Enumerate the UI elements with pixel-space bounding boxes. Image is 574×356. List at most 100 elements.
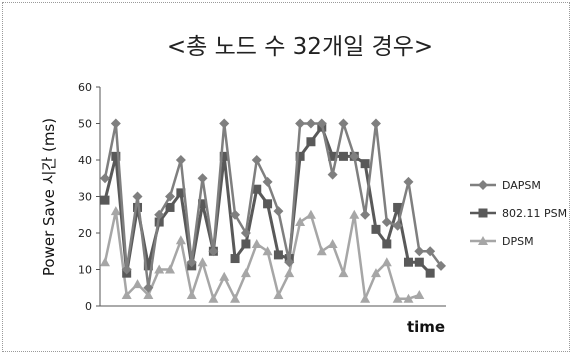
legend-label: DPSM (502, 235, 534, 248)
data-point (328, 151, 338, 161)
data-point (175, 155, 186, 165)
data-point (436, 260, 446, 271)
data-point (100, 195, 110, 205)
data-point (251, 155, 262, 165)
legend-marker (478, 208, 488, 218)
data-point (425, 246, 436, 257)
data-point (392, 220, 403, 231)
legend: DAPSM 802.11 PSM DPSM (470, 179, 567, 248)
x-axis-label: time (407, 318, 445, 336)
data-point (175, 235, 186, 245)
series-dpsm (100, 206, 425, 303)
data-point (165, 191, 176, 202)
data-point (305, 209, 316, 219)
data-point (360, 209, 371, 220)
data-point (327, 238, 338, 248)
data-point (295, 151, 305, 161)
legend-entry: DPSM (470, 235, 534, 248)
data-point (414, 290, 425, 300)
data-point (165, 264, 176, 274)
legend-label: DAPSM (502, 179, 541, 192)
series-line (103, 122, 443, 289)
data-point (176, 188, 186, 198)
data-point (381, 217, 392, 228)
data-point (197, 173, 208, 184)
y-tick-label: 30 (78, 191, 92, 204)
data-point (316, 246, 327, 256)
data-point (403, 257, 413, 267)
data-point (338, 151, 348, 161)
data-point (240, 268, 251, 278)
data-point (132, 279, 143, 289)
data-point (425, 268, 435, 278)
data-point (154, 209, 165, 220)
data-point (262, 176, 273, 187)
data-point (110, 206, 121, 216)
data-point (360, 159, 370, 169)
data-point (403, 176, 414, 187)
y-tick-label: 20 (78, 227, 92, 240)
data-point (370, 118, 381, 129)
data-point (252, 184, 262, 194)
data-point (100, 257, 110, 267)
data-point (241, 239, 251, 249)
data-point (121, 290, 132, 300)
data-point (154, 264, 165, 274)
data-point (143, 282, 154, 293)
data-point (208, 293, 219, 303)
data-point (403, 293, 414, 303)
legend-label: 802.11 PSM (502, 207, 567, 220)
data-point (186, 290, 197, 300)
data-point (349, 151, 360, 162)
data-point (240, 228, 251, 238)
y-tick-label: 60 (78, 81, 92, 94)
data-point (295, 217, 306, 227)
data-point (230, 209, 241, 220)
data-point (295, 118, 306, 129)
data-point (273, 290, 284, 300)
data-point (284, 257, 295, 268)
data-point (143, 290, 154, 300)
data-point (133, 202, 143, 212)
data-point (198, 199, 208, 209)
data-point (305, 118, 316, 129)
data-point (393, 202, 403, 212)
data-point (208, 246, 219, 257)
data-point (262, 246, 273, 256)
axes: 0 10 20 30 40 50 60 (78, 81, 446, 313)
data-point (263, 199, 273, 209)
data-point (306, 137, 316, 147)
data-point (392, 293, 403, 303)
data-point (230, 254, 240, 264)
data-point (273, 250, 283, 260)
data-point (284, 268, 295, 278)
chart-frame (2, 2, 570, 352)
data-point (219, 271, 230, 281)
legend-marker (478, 180, 488, 190)
y-axis-label: Power Save 시간 (ms) (40, 118, 58, 276)
data-point (273, 206, 284, 217)
data-point (132, 191, 143, 202)
data-point (219, 118, 230, 129)
series-layer (100, 118, 446, 303)
data-point (143, 261, 153, 271)
data-point (414, 257, 424, 267)
data-point (186, 257, 197, 268)
data-point (360, 293, 371, 303)
data-point (381, 257, 392, 267)
legend-entry: 802.11 PSM (470, 207, 567, 220)
data-point (316, 118, 327, 129)
series-dapsm (100, 118, 446, 293)
legend-entry: DAPSM (470, 179, 541, 192)
data-point (382, 239, 392, 249)
legend-marker (478, 236, 488, 245)
data-point (110, 118, 121, 129)
data-point (111, 151, 121, 161)
data-point (338, 268, 349, 278)
data-point (251, 238, 262, 248)
data-point (338, 118, 349, 129)
series-line (103, 209, 420, 300)
data-point (371, 224, 381, 234)
y-tick-label: 40 (78, 154, 92, 167)
